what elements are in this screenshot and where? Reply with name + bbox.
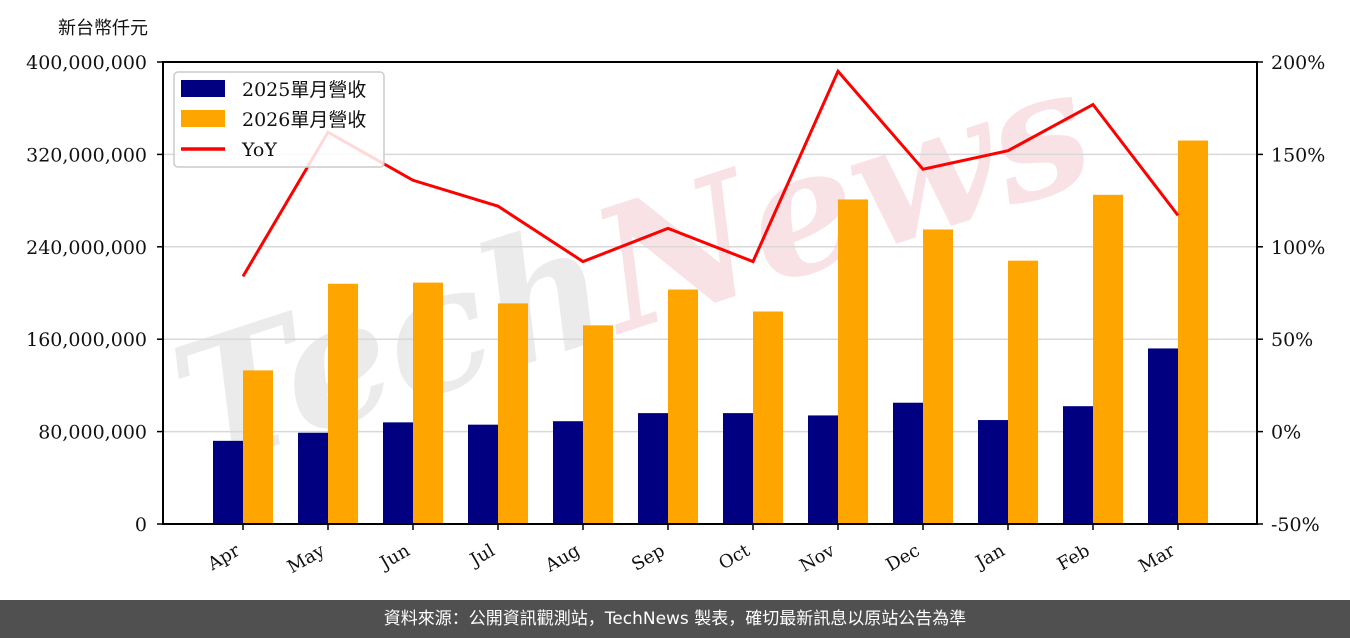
y2-tick-label: 100% [1271,237,1325,259]
bar-2025-nov [808,415,838,524]
y-tick-label: 160,000,000 [26,329,147,351]
bar-2026-nov [838,199,868,524]
bar-2025-oct [723,413,753,524]
legend-label: YoY [241,139,277,161]
legend-swatch [181,80,225,97]
bar-2026-dec [923,229,953,524]
bar-2026-oct [753,311,783,524]
revenue-yoy-chart: TechNews 080,000,000160,000,000240,000,0… [26,26,1325,578]
bar-2026-feb [1093,194,1123,524]
x-tick-label: Jan [971,540,1009,574]
bar-series [213,140,1208,525]
x-tick-label: Nov [796,540,839,577]
x-tick-label: Jul [465,540,499,572]
bar-2025-dec [893,402,923,524]
bar-2025-feb [1063,406,1093,524]
bar-2026-jul [498,303,528,524]
bar-2025-sep [638,413,668,524]
bar-2026-may [328,283,358,524]
y2-tick-label: 150% [1271,144,1325,166]
bar-2025-may [298,432,328,524]
bar-2026-jun [413,282,443,524]
x-tick-label: Jun [375,540,414,575]
x-tick-label: Feb [1054,540,1094,575]
y-tick-label: 400,000,000 [26,52,147,74]
legend: 2025單月營收 2026單月營收 YoY [173,71,385,168]
y-tick-label: 240,000,000 [26,237,147,259]
bar-2025-jan [978,420,1008,524]
x-tick-label: Sep [628,540,668,575]
bar-2025-aug [553,421,583,524]
y2-tick-label: -50% [1271,514,1320,536]
bar-2026-mar [1178,140,1208,525]
yoy-line [241,68,1180,278]
y-axis-unit-label: 新台幣仟元 [58,18,148,39]
yoy-line-series [241,68,1180,278]
bar-2025-mar [1148,348,1178,524]
bar-2026-jan [1008,260,1038,524]
x-tick-label: Mar [1135,540,1179,577]
x-tick-label: May [284,540,329,578]
bar-2026-apr [243,370,273,524]
x-tick-label: Aug [541,540,584,577]
bar-2026-aug [583,325,613,524]
y-tick-label: 80,000,000 [38,422,147,444]
bar-2025-apr [213,440,243,524]
bar-2025-jul [468,424,498,524]
x-tick-label: Dec [883,540,924,576]
y2-tick-label: 0% [1271,422,1301,444]
legend-label: 2026單月營收 [242,109,366,131]
bar-2025-jun [383,422,413,524]
legend-swatch [181,110,225,127]
legend-label: 2025單月營收 [242,79,366,101]
y-tick-label: 0 [135,514,147,536]
x-tick-label: Oct [715,540,754,575]
y2-tick-label: 50% [1271,329,1313,351]
bar-2026-sep [668,289,698,524]
x-tick-label: Apr [203,540,243,575]
source-footer: 資料來源：公開資訊觀測站，TechNews 製表，確切最新訊息以原站公告為準 [0,600,1350,638]
y-tick-label: 320,000,000 [26,144,147,166]
y2-tick-label: 200% [1271,52,1325,74]
